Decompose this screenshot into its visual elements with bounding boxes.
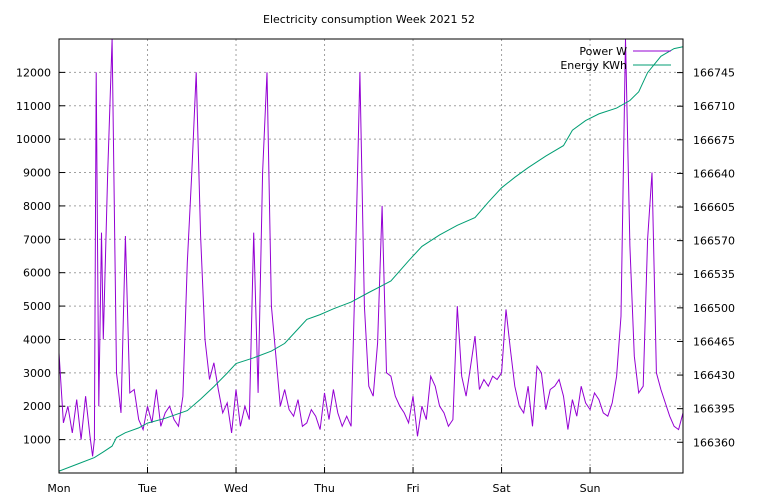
y-right-tick-label: 166640 [693, 167, 735, 180]
y-right-tick-label: 166395 [693, 403, 735, 416]
y-left-tick-label: 12000 [16, 66, 51, 79]
x-tick-label: Thu [313, 482, 335, 495]
y-right-tick-label: 166745 [693, 67, 735, 80]
y-right-tick-labels: 166360 166395 166430 166465 166500 166535 1665… [693, 67, 735, 450]
y-left-tick-label: 3000 [23, 367, 51, 380]
y-left-tick-label: 2000 [23, 400, 51, 413]
y-left-tick-label: 7000 [23, 233, 51, 246]
y-left-tick-label: 11000 [16, 100, 51, 113]
x-tick-label: Tue [137, 482, 157, 495]
y-right-tick-label: 166430 [693, 369, 735, 382]
y-right-tick-label: 166570 [693, 235, 735, 248]
y-left-tick-label: 4000 [23, 333, 51, 346]
x-tick-label: Wed [224, 482, 248, 495]
y-right-tick-label: 166360 [693, 436, 735, 449]
x-tick-labels: Mon Tue Wed Thu Fri Sat Sun [47, 482, 600, 495]
series-line-energy [59, 46, 683, 472]
x-tick-label: Sat [493, 482, 512, 495]
chart-title: Electricity consumption Week 2021 52 [263, 13, 475, 26]
y-left-tick-label: 5000 [23, 300, 51, 313]
series-line-power [59, 39, 683, 457]
x-tick-label: Mon [47, 482, 70, 495]
y-left-tick-label: 9000 [23, 167, 51, 180]
legend-label-energy: Energy KWh [560, 59, 627, 72]
y-right-tick-label: 166710 [693, 100, 735, 113]
y-left-tick-label: 1000 [23, 434, 51, 447]
y-left-tick-label: 8000 [23, 200, 51, 213]
y-left-tick-label: 6000 [23, 267, 51, 280]
plot-frame [58, 38, 684, 474]
grid-lines [58, 39, 683, 473]
legend-label-power: Power W [579, 45, 627, 58]
series-lines [59, 39, 683, 472]
legend: Power W Energy KWh [560, 45, 671, 72]
y-right-tick-label: 166675 [693, 134, 735, 147]
y-left-tick-labels: 1000 2000 3000 4000 5000 6000 7000 8000 9000 1000… [16, 66, 51, 446]
x-tick-label: Sun [580, 482, 601, 495]
y-right-tick-label: 166465 [693, 335, 735, 348]
y-right-tick-label: 166500 [693, 302, 735, 315]
x-tick-label: Fri [406, 482, 419, 495]
y-right-tick-label: 166605 [693, 201, 735, 214]
y-left-tick-label: 10000 [16, 133, 51, 146]
y-right-tick-label: 166535 [693, 268, 735, 281]
